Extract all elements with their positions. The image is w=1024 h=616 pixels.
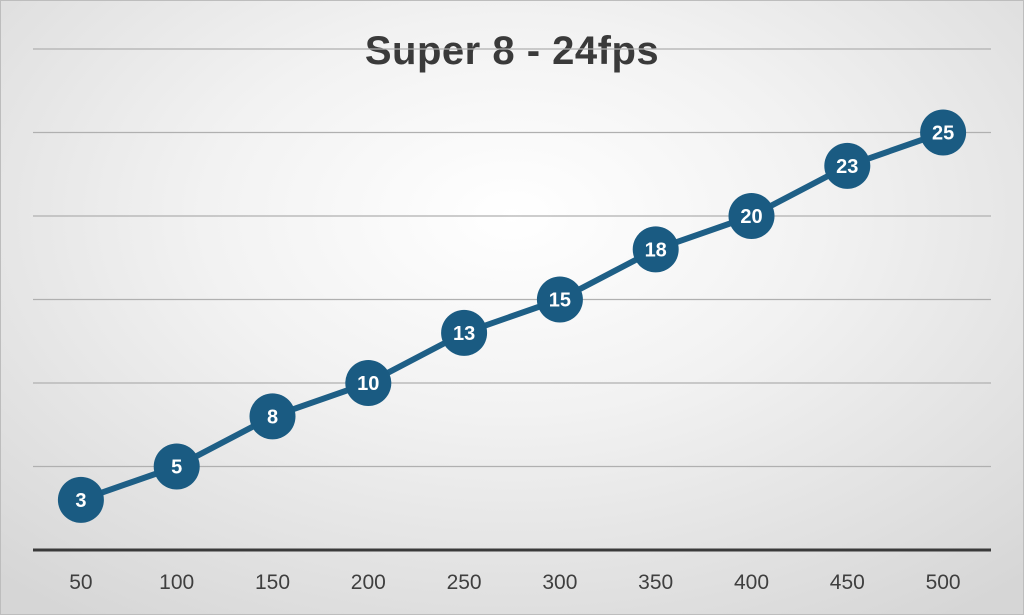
data-label: 20	[740, 206, 762, 228]
x-tick-label: 500	[926, 571, 961, 594]
data-point	[153, 443, 200, 490]
data-label: 5	[171, 457, 182, 479]
x-tick-label: 100	[159, 571, 194, 594]
x-tick-label: 200	[351, 571, 386, 594]
data-label: 10	[357, 373, 379, 395]
x-tick-label: 150	[255, 571, 290, 594]
x-tick-label: 450	[830, 571, 865, 594]
data-label: 3	[75, 490, 86, 512]
chart-title: Super 8 - 24fps	[364, 29, 660, 73]
data-point	[824, 142, 871, 189]
data-label: 25	[932, 123, 954, 145]
series-line	[79, 129, 945, 503]
data-label: 15	[549, 290, 571, 312]
data-point	[536, 276, 583, 323]
data-label: 18	[645, 239, 667, 261]
data-point	[57, 476, 104, 523]
x-tick-label: 300	[542, 571, 577, 594]
data-point	[728, 193, 775, 239]
data-point	[632, 226, 679, 273]
data-point	[441, 309, 488, 356]
x-tick-label: 400	[734, 571, 769, 594]
data-point	[249, 393, 296, 440]
x-tick-label: 250	[447, 571, 482, 594]
data-point	[345, 360, 392, 406]
data-label: 8	[267, 406, 278, 428]
data-label: 13	[453, 323, 475, 345]
x-tick-label: 50	[69, 571, 92, 594]
data-point	[920, 109, 967, 156]
data-label: 23	[836, 156, 858, 178]
x-tick-label: 350	[638, 571, 673, 594]
